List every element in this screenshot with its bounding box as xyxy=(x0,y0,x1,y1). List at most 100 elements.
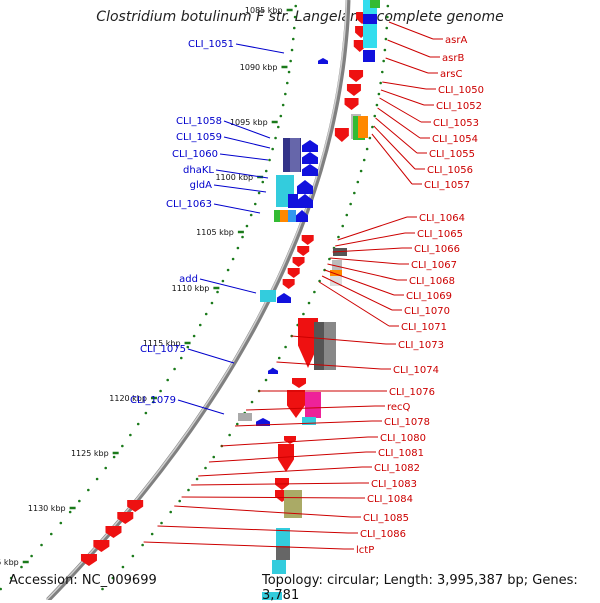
tick-dot xyxy=(228,433,231,437)
gene-arrow xyxy=(127,500,144,512)
leader-line xyxy=(174,505,352,518)
gene-label-cli_1052: CLI_1052 xyxy=(436,101,482,112)
leader-line xyxy=(198,466,363,477)
tick-dot xyxy=(302,312,305,316)
leader-line xyxy=(371,133,413,185)
tick-dot xyxy=(131,554,135,558)
tick-dot xyxy=(0,587,2,591)
leader-line xyxy=(373,125,416,170)
gene-arrow xyxy=(301,235,314,245)
leader-line xyxy=(187,348,235,364)
tick-dot xyxy=(121,565,125,569)
tick-dot xyxy=(216,290,219,294)
gene-label-cli_1071: CLI_1071 xyxy=(401,322,447,333)
leader-line xyxy=(387,39,431,58)
gene-box xyxy=(288,194,298,208)
backbone-line xyxy=(46,0,351,600)
tick-dot xyxy=(111,576,115,580)
gene-box xyxy=(284,490,302,518)
leader-line xyxy=(220,436,369,447)
leader-line xyxy=(235,420,373,427)
tick-dot xyxy=(264,169,268,173)
tick-dot xyxy=(129,433,132,437)
tick-dot xyxy=(226,268,230,272)
gene-label-cli_1058: CLI_1058 xyxy=(176,116,222,127)
gene-box xyxy=(272,560,286,574)
gene-arrow xyxy=(93,540,110,552)
tick-dot xyxy=(210,301,214,305)
gene-label-cli_1080: CLI_1080 xyxy=(380,433,426,444)
tick-dot xyxy=(231,257,235,261)
tick-dot xyxy=(386,4,390,8)
gene-label-cli_1059: CLI_1059 xyxy=(176,132,222,143)
tick-dot xyxy=(284,92,287,96)
tick-dot xyxy=(87,488,90,492)
tick-dot xyxy=(385,26,389,30)
gene-label-cli_1079: CLI_1079 xyxy=(130,395,176,406)
scale-label: 1125 kbp xyxy=(71,449,109,458)
gene-box xyxy=(358,116,368,138)
gene-label-cli_1084: CLI_1084 xyxy=(367,494,413,505)
gene-arrow xyxy=(346,84,361,96)
tick-dot xyxy=(68,510,72,514)
leader-line xyxy=(318,281,390,327)
gene-label-cli_1054: CLI_1054 xyxy=(432,134,478,145)
leader-line xyxy=(324,269,395,296)
gene-arrow xyxy=(297,180,313,194)
gene-arrow xyxy=(302,140,318,152)
tick-dot xyxy=(144,411,148,415)
leader-line xyxy=(199,278,257,294)
scale-label: 1115 kbp xyxy=(143,339,181,348)
tick-dot xyxy=(178,499,181,503)
tick-dot xyxy=(362,158,366,162)
leader-line xyxy=(375,117,418,154)
leader-line xyxy=(379,97,422,123)
gene-arrow xyxy=(296,210,308,222)
gene-label-cli_1085: CLI_1085 xyxy=(363,513,409,524)
tick-dot xyxy=(292,26,296,30)
gene-box xyxy=(302,417,316,425)
gene-box xyxy=(363,14,377,24)
gene-box xyxy=(274,210,280,222)
leader-line xyxy=(177,399,225,415)
gene-label-glda: gldA xyxy=(190,180,212,191)
tick-dot xyxy=(152,400,155,404)
gene-label-asra: asrA xyxy=(445,35,467,46)
leader-line xyxy=(382,81,427,90)
tick-dot xyxy=(368,136,372,140)
gene-arrow xyxy=(302,164,318,176)
gene-box xyxy=(288,210,296,222)
gene-box xyxy=(238,413,252,421)
leader-line xyxy=(321,275,393,311)
gene-arrow xyxy=(302,152,318,164)
tick-dot xyxy=(274,136,277,140)
tick-dot xyxy=(204,312,208,316)
tick-dot xyxy=(253,202,257,206)
leader-line xyxy=(377,107,421,139)
tick-dot xyxy=(250,400,254,404)
tick-dot xyxy=(382,59,385,63)
leader-line xyxy=(143,541,345,550)
tick-dot xyxy=(371,125,374,129)
tick-dot xyxy=(59,521,63,525)
tick-dot xyxy=(101,587,104,591)
tick-dot xyxy=(204,466,207,470)
genome-backbone xyxy=(45,0,351,600)
tick-dot xyxy=(198,323,202,327)
gene-arrow xyxy=(287,390,305,418)
gene-arrow xyxy=(292,378,306,388)
gene-arrow xyxy=(80,554,97,566)
tick-dot xyxy=(241,235,244,239)
gene-label-cli_1074: CLI_1074 xyxy=(393,365,439,376)
tick-dot xyxy=(386,15,389,19)
gene-label-cli_1066: CLI_1066 xyxy=(414,244,460,255)
gene-label-cli_1050: CLI_1050 xyxy=(438,85,484,96)
tick-dot xyxy=(353,191,356,195)
gene-label-cli_1068: CLI_1068 xyxy=(409,276,455,287)
gene-arrow xyxy=(297,194,313,208)
leader-line xyxy=(213,203,261,214)
scale-label: 1130 kbp xyxy=(28,504,66,513)
tick-dot xyxy=(294,4,298,8)
tick-dot xyxy=(245,224,249,228)
